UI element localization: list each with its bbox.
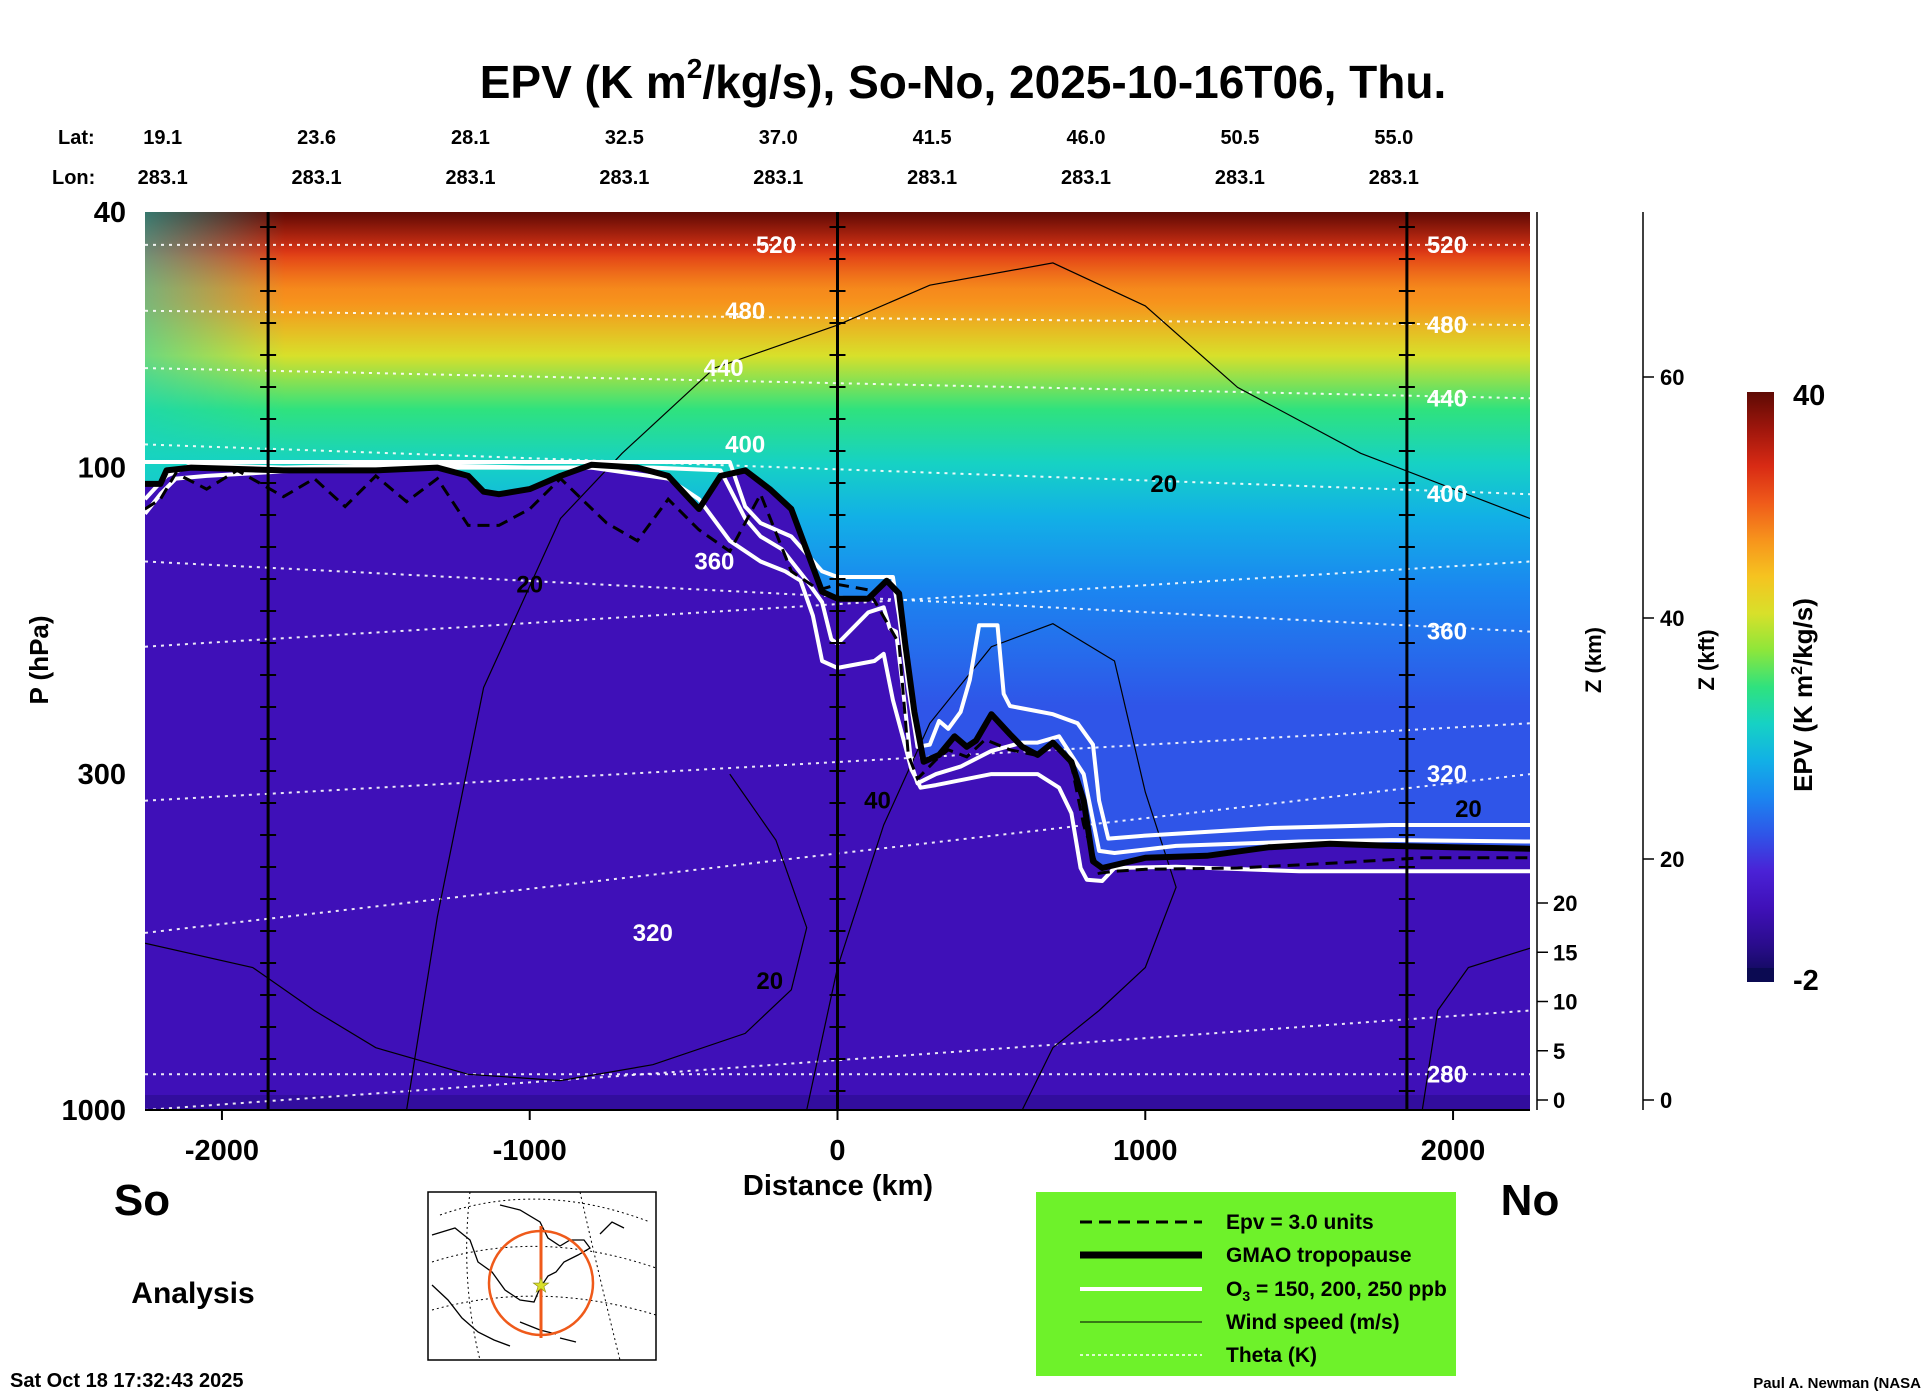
theta-label: 520 — [1427, 232, 1467, 259]
legend-label-theta: Theta (K) — [1226, 1344, 1317, 1367]
x-tick-label: 2000 — [1421, 1135, 1486, 1167]
legend-label-tropopause: GMAO tropopause — [1226, 1244, 1412, 1267]
theta-label: 400 — [725, 431, 765, 458]
z-kft-axis: 60 40 20 0 — [1642, 212, 1684, 1113]
x-tick-label: -2000 — [185, 1135, 259, 1167]
legend: Epv = 3.0 units GMAO tropopause O3 = 150… — [1036, 1192, 1456, 1376]
lon-value: 283.1 — [1369, 167, 1419, 189]
wind-label: 40 — [864, 788, 891, 815]
lon-row-label: Lon: — [52, 167, 95, 189]
z-km-axis-label: Z (km) — [1581, 627, 1606, 693]
inset-map-center-marker: ★ — [532, 1275, 550, 1297]
theta-label: 320 — [633, 920, 673, 947]
theta-line — [145, 443, 1530, 496]
theta-label: 400 — [1427, 481, 1467, 508]
theta-label: 440 — [704, 355, 744, 382]
lon-value: 283.1 — [1061, 167, 1111, 189]
z-kft-tick-label: 40 — [1660, 606, 1684, 631]
analysis-label: Analysis — [131, 1277, 254, 1310]
wind-speed-line — [145, 773, 808, 1082]
z-km-axis: 20 15 10 5 0 — [1536, 212, 1577, 1113]
theta-label: 520 — [756, 232, 796, 259]
theta-label: 440 — [1427, 385, 1467, 412]
ozone-line — [145, 460, 1530, 841]
lon-value: 283.1 — [907, 167, 957, 189]
chart-title: EPV (K m2/kg/s), So-No, 2025-10-16T06, T… — [480, 53, 1447, 108]
lat-value: 41.5 — [913, 127, 952, 149]
wind-speed-line — [806, 623, 1177, 1110]
pressure-tick-label: 300 — [78, 759, 126, 791]
z-km-tick-label: 20 — [1553, 891, 1577, 916]
gmao-tropopause-line — [145, 461, 1530, 871]
lat-value: 23.6 — [297, 127, 336, 149]
lat-value: 32.5 — [605, 127, 644, 149]
x-tick-label: -1000 — [493, 1135, 567, 1167]
plot-area: 520 480 440 400 360 320 520 480 440 400 360 320 280 2… — [145, 212, 1530, 1110]
colorbar-label: EPV (K m2/kg/s) — [1788, 598, 1818, 792]
z-km-tick-label: 15 — [1553, 940, 1577, 965]
theta-label: 480 — [1427, 312, 1467, 339]
lat-value: 19.1 — [143, 127, 182, 149]
lon-value: 283.1 — [1215, 167, 1265, 189]
lat-lon-header: 19.1 23.6 28.1 32.5 37.0 41.5 46.0 50.5 55.0 283.… — [138, 127, 1419, 189]
legend-label-ozone: O3 = 150, 200, 250 ppb — [1226, 1278, 1447, 1304]
colorbar-floor-band — [1747, 968, 1774, 982]
x-tick-label: 0 — [829, 1135, 845, 1167]
z-km-tick-label: 0 — [1553, 1088, 1565, 1113]
lat-value: 55.0 — [1374, 127, 1413, 149]
z-kft-tick-label: 60 — [1660, 365, 1684, 390]
contour-labels: 520 480 440 400 360 320 520 480 440 400 360 320 280 2… — [516, 232, 1481, 1088]
north-label: No — [1501, 1176, 1560, 1225]
theta-line — [145, 309, 1530, 327]
z-kft-axis-label: Z (kft) — [1694, 629, 1719, 690]
colorbar — [1747, 392, 1774, 982]
wind-label: 20 — [756, 968, 783, 995]
theta-label: 360 — [1427, 619, 1467, 646]
lat-value: 46.0 — [1067, 127, 1106, 149]
credit: Paul A. Newman (NASA — [1753, 1375, 1921, 1392]
lon-value: 283.1 — [138, 167, 188, 189]
lon-value: 283.1 — [753, 167, 803, 189]
lon-value: 283.1 — [445, 167, 495, 189]
theta-label: 320 — [1427, 761, 1467, 788]
legend-label-epv: Epv = 3.0 units — [1226, 1211, 1374, 1234]
y-axis-label: P (hPa) — [24, 615, 54, 704]
z-km-tick-label: 5 — [1553, 1039, 1565, 1064]
wind-label: 20 — [1150, 471, 1177, 498]
lat-row-label: Lat: — [58, 127, 95, 149]
x-tick-label: 1000 — [1113, 1135, 1178, 1167]
inset-map: ★ — [427, 1191, 657, 1361]
z-kft-tick-label: 20 — [1660, 847, 1684, 872]
x-axis-label: Distance (km) — [743, 1170, 933, 1202]
x-axis-ticks: -2000 -1000 0 1000 2000 — [185, 1110, 1485, 1167]
lat-value: 37.0 — [759, 127, 798, 149]
lon-value: 283.1 — [599, 167, 649, 189]
legend-label-wind: Wind speed (m/s) — [1226, 1311, 1400, 1334]
pressure-axis-ticks: 40 100 300 1000 — [61, 197, 126, 1127]
theta-label: 480 — [725, 298, 765, 325]
wind-label: 20 — [1455, 796, 1482, 823]
lat-reference-lines — [260, 212, 1415, 1110]
colorbar-max-label: 40 — [1793, 380, 1825, 412]
pressure-tick-label: 1000 — [61, 1095, 126, 1127]
z-km-tick-label: 10 — [1553, 990, 1577, 1015]
lat-value: 50.5 — [1220, 127, 1259, 149]
wind-label: 20 — [516, 571, 543, 598]
theta-label: 280 — [1427, 1061, 1467, 1088]
south-label: So — [114, 1176, 170, 1225]
timestamp: Sat Oct 18 17:32:43 2025 — [10, 1370, 244, 1392]
theta-label: 360 — [694, 548, 734, 575]
z-kft-tick-label: 0 — [1660, 1088, 1672, 1113]
lon-value: 283.1 — [292, 167, 342, 189]
wind-speed-line — [1421, 947, 1530, 1110]
lat-value: 28.1 — [451, 127, 490, 149]
theta-line — [145, 367, 1530, 400]
epv-3-unit-contour — [145, 468, 1530, 875]
pressure-tick-label: 100 — [78, 453, 126, 485]
colorbar-min-label: -2 — [1793, 965, 1819, 997]
pressure-tick-label: 40 — [94, 197, 126, 229]
